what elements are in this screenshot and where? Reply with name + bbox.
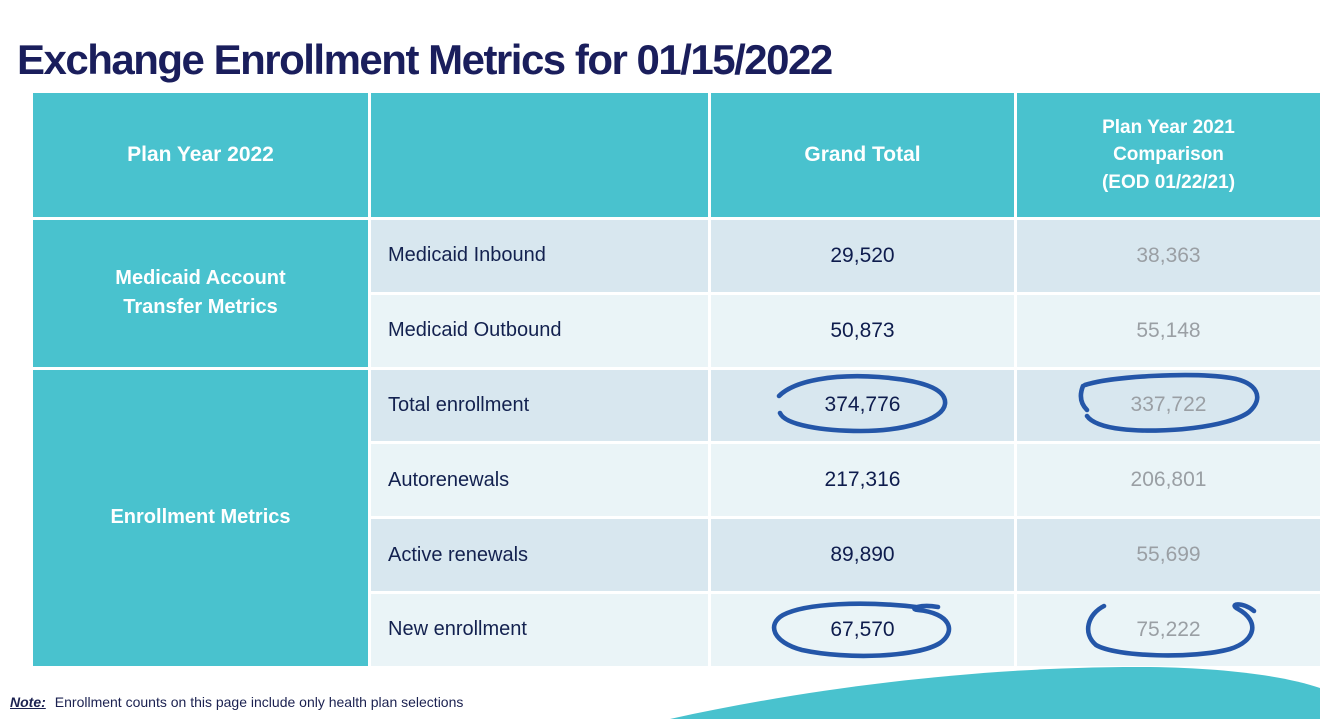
- header-grand-total: Grand Total: [711, 93, 1014, 217]
- enrollment-metrics-table: Plan Year 2022 Grand Total Plan Year 202…: [33, 93, 1320, 666]
- circled-value: 67,570: [830, 617, 895, 641]
- row-new-enrollment-comparison: 75,222: [1017, 593, 1320, 666]
- row-autorenewals-label: Autorenewals: [371, 444, 708, 517]
- teal-wave-arc-icon: [670, 666, 1320, 719]
- row-active-renewals-comparison: 55,699: [1017, 519, 1320, 591]
- row-new-enrollment-label: New enrollment: [371, 593, 708, 666]
- footer-note: Note: Enrollment counts on this page incl…: [10, 694, 463, 710]
- row-medicaid-inbound-label: Medicaid Inbound: [371, 220, 708, 292]
- note-text: Enrollment counts on this page include o…: [54, 694, 464, 710]
- header-comparison-line2: Comparison: [1113, 144, 1224, 166]
- row-medicaid-outbound-grand-total: 50,873: [711, 294, 1014, 367]
- row-medicaid-outbound-label: Medicaid Outbound: [371, 294, 708, 367]
- row-active-renewals-label: Active renewals: [371, 519, 708, 591]
- header-comparison-line3: (EOD 01/22/21): [1101, 171, 1236, 193]
- row-total-enrollment-grand-total: 374,776: [711, 369, 1014, 442]
- row-total-enrollment-label: Total enrollment: [371, 369, 708, 442]
- row-medicaid-outbound-comparison: 55,148: [1017, 294, 1320, 367]
- circled-value: 374,776: [824, 393, 901, 417]
- group-label-text: Enrollment Metrics: [110, 506, 291, 529]
- circled-value: 337,722: [1130, 393, 1207, 417]
- row-active-renewals-grand-total: 89,890: [711, 519, 1014, 591]
- row-medicaid-inbound-grand-total: 29,520: [711, 220, 1014, 292]
- circled-value: 75,222: [1136, 617, 1201, 641]
- row-autorenewals-grand-total: 217,316: [711, 444, 1014, 517]
- header-comparison: Plan Year 2021 Comparison (EOD 01/22/21): [1017, 93, 1320, 217]
- group-medicaid-account-transfer-metrics: Medicaid Account Transfer Metrics: [33, 220, 368, 367]
- header-comparison-line1: Plan Year 2021: [1102, 116, 1235, 138]
- header-plan-year: Plan Year 2022: [33, 93, 368, 217]
- row-total-enrollment-comparison: 337,722: [1017, 369, 1320, 442]
- group-enrollment-metrics: Enrollment Metrics: [33, 369, 368, 666]
- header-comparison-lines: Plan Year 2021 Comparison (EOD 01/22/21): [1102, 114, 1235, 197]
- row-medicaid-inbound-comparison: 38,363: [1017, 220, 1320, 292]
- note-label: Note:: [10, 694, 46, 710]
- page-title: Exchange Enrollment Metrics for 01/15/20…: [17, 36, 833, 84]
- header-blank: [371, 93, 708, 217]
- row-autorenewals-comparison: 206,801: [1017, 444, 1320, 517]
- group-label-text: Medicaid Account Transfer Metrics: [115, 267, 286, 319]
- row-new-enrollment-grand-total: 67,570: [711, 593, 1014, 666]
